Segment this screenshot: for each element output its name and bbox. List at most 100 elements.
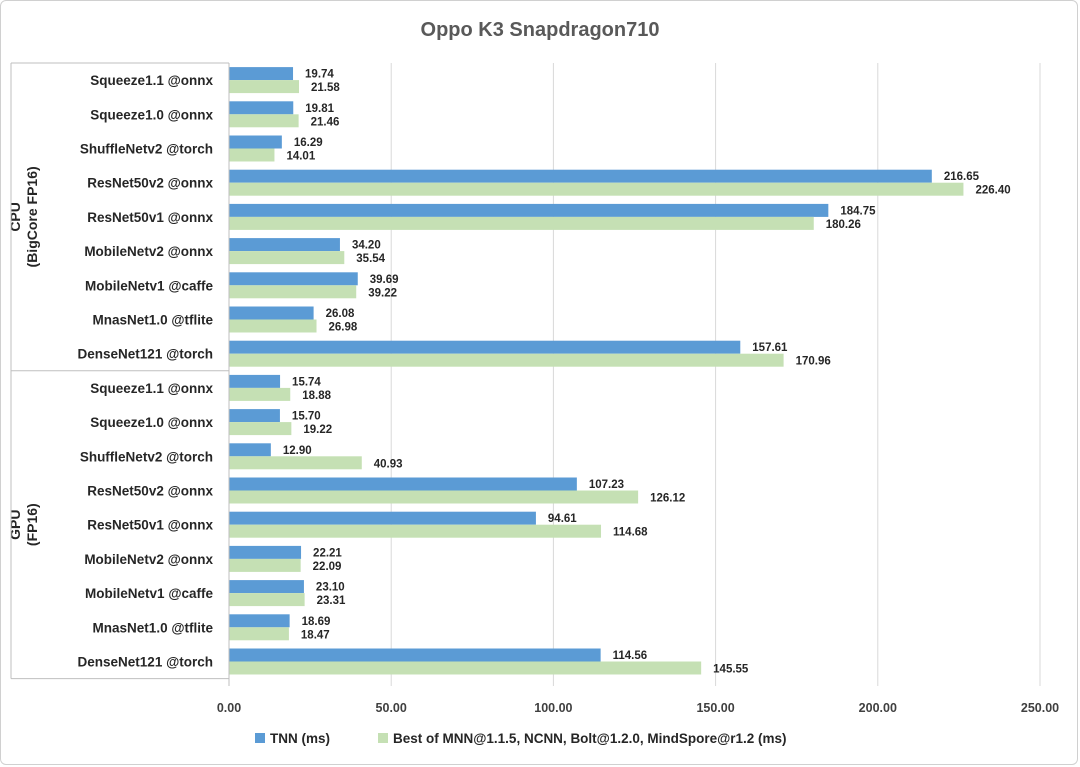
category-labels: Squeeze1.1 @onnx Squeeze1.0 @onnx ShuffleN…: [78, 73, 214, 669]
bar-best-of: [229, 524, 602, 538]
x-tick-label: 250.00: [1021, 701, 1059, 715]
data-label-tnn: 19.81: [305, 103, 334, 115]
bar-best-of: [229, 251, 345, 265]
bar-best-of: [229, 387, 291, 401]
data-label-tnn: 19.74: [305, 69, 334, 81]
data-label-best-of: 23.31: [317, 595, 346, 607]
bar-tnn: [229, 374, 281, 388]
data-label-tnn: 107.23: [589, 479, 624, 491]
x-tick-label: 200.00: [859, 701, 897, 715]
bar-best-of: [229, 490, 639, 504]
category-label: Squeeze1.0 @onnx: [90, 107, 213, 122]
bar-best-of: [229, 661, 702, 675]
group-label-line: (FP16): [24, 503, 40, 546]
x-tick-label: 50.00: [376, 701, 407, 715]
data-label-tnn: 12.90: [283, 445, 312, 457]
data-label-best-of: 26.98: [329, 322, 358, 334]
bar-tnn: [229, 409, 280, 423]
category-label: ResNet50v1 @onnx: [87, 518, 213, 533]
data-label-best-of: 180.26: [826, 219, 861, 231]
legend: TNN (ms) Best of MNN@1.1.5, NCNN, Bolt@1.…: [255, 731, 787, 746]
legend-label-best-of: Best of MNN@1.1.5, NCNN, Bolt@1.2.0, Min…: [393, 731, 787, 746]
data-label-tnn: 216.65: [944, 171, 980, 183]
group-label-line: CPU: [7, 202, 23, 232]
data-label-best-of: 126.12: [650, 493, 685, 505]
x-tick-label: 0.00: [217, 701, 241, 715]
data-label-tnn: 15.70: [292, 411, 321, 423]
data-label-best-of: 14.01: [286, 151, 315, 163]
bar-best-of: [229, 182, 964, 196]
category-label: DenseNet121 @torch: [78, 347, 213, 362]
category-label: ResNet50v2 @onnx: [87, 484, 213, 499]
bar-best-of: [229, 558, 301, 572]
group-label-line: (BigCore FP16): [24, 166, 40, 267]
bar-tnn: [229, 340, 741, 354]
category-label: MobileNetv2 @onnx: [84, 244, 213, 259]
bar-tnn: [229, 238, 340, 252]
data-label-best-of: 21.58: [311, 82, 340, 94]
x-tick-labels: 0.00 50.00 100.00 150.00 200.00 250.00: [217, 701, 1059, 715]
category-label: ShuffleNetv2 @torch: [80, 142, 213, 157]
chart-title: Oppo K3 Snapdragon710: [421, 19, 660, 41]
data-label-tnn: 26.08: [326, 308, 355, 320]
category-label: MnasNet1.0 @tflite: [93, 313, 214, 328]
data-label-best-of: 18.47: [301, 629, 330, 641]
bar-tnn: [229, 545, 302, 559]
bar-tnn: [229, 614, 290, 628]
category-label: Squeeze1.0 @onnx: [90, 415, 213, 430]
bar-best-of: [229, 285, 357, 299]
legend-swatch-best-of: [378, 733, 388, 743]
data-label-tnn: 184.75: [840, 205, 876, 217]
data-label-tnn: 16.29: [294, 137, 323, 149]
bar-tnn: [229, 648, 601, 662]
data-label-tnn: 114.56: [613, 650, 648, 662]
group-label: GPU(FP16): [7, 503, 40, 546]
bar-best-of: [229, 422, 292, 436]
category-label: Squeeze1.1 @onnx: [90, 73, 213, 88]
bar-tnn: [229, 169, 932, 183]
bar-tnn: [229, 203, 829, 217]
data-label-tnn: 22.21: [313, 547, 342, 559]
data-label-tnn: 15.74: [292, 376, 321, 388]
data-label-best-of: 22.09: [313, 561, 342, 573]
bar-tnn: [229, 580, 304, 594]
bar-best-of: [229, 319, 317, 333]
data-label-best-of: 40.93: [374, 458, 403, 470]
bar-best-of: [229, 114, 299, 128]
category-label: ResNet50v1 @onnx: [87, 210, 213, 225]
data-label-tnn: 157.61: [752, 342, 788, 354]
gridlines: [228, 63, 1041, 686]
data-label-tnn: 39.69: [370, 274, 399, 286]
category-label: MobileNetv2 @onnx: [84, 552, 213, 567]
data-label-best-of: 19.22: [303, 424, 332, 436]
data-label-best-of: 170.96: [796, 356, 831, 368]
bar-tnn: [229, 306, 314, 320]
data-label-best-of: 21.46: [311, 116, 340, 128]
category-label: MnasNet1.0 @tflite: [93, 620, 214, 635]
legend-label-tnn: TNN (ms): [270, 731, 330, 746]
legend-swatch-tnn: [255, 733, 265, 743]
data-label-best-of: 145.55: [713, 664, 749, 676]
bar-tnn: [229, 511, 536, 525]
category-label: MobileNetv1 @caffe: [85, 278, 213, 293]
bar-tnn: [229, 443, 271, 457]
bar-best-of: [229, 353, 784, 367]
data-label-tnn: 23.10: [316, 582, 345, 594]
bar-best-of: [229, 216, 814, 230]
data-label-best-of: 39.22: [368, 287, 397, 299]
group-axis: CPU(BigCore FP16) GPU(FP16): [7, 62, 230, 686]
data-label-tnn: 18.69: [302, 616, 331, 628]
category-label: MobileNetv1 @caffe: [85, 586, 213, 601]
data-label-tnn: 34.20: [352, 240, 381, 252]
bar-best-of: [229, 456, 362, 470]
data-label-best-of: 18.88: [302, 390, 331, 402]
bars: [229, 67, 964, 675]
data-label-best-of: 114.68: [613, 527, 648, 539]
x-tick-label: 150.00: [696, 701, 734, 715]
group-label-line: GPU: [7, 510, 23, 540]
x-tick-label: 100.00: [534, 701, 572, 715]
bar-tnn: [229, 67, 294, 81]
